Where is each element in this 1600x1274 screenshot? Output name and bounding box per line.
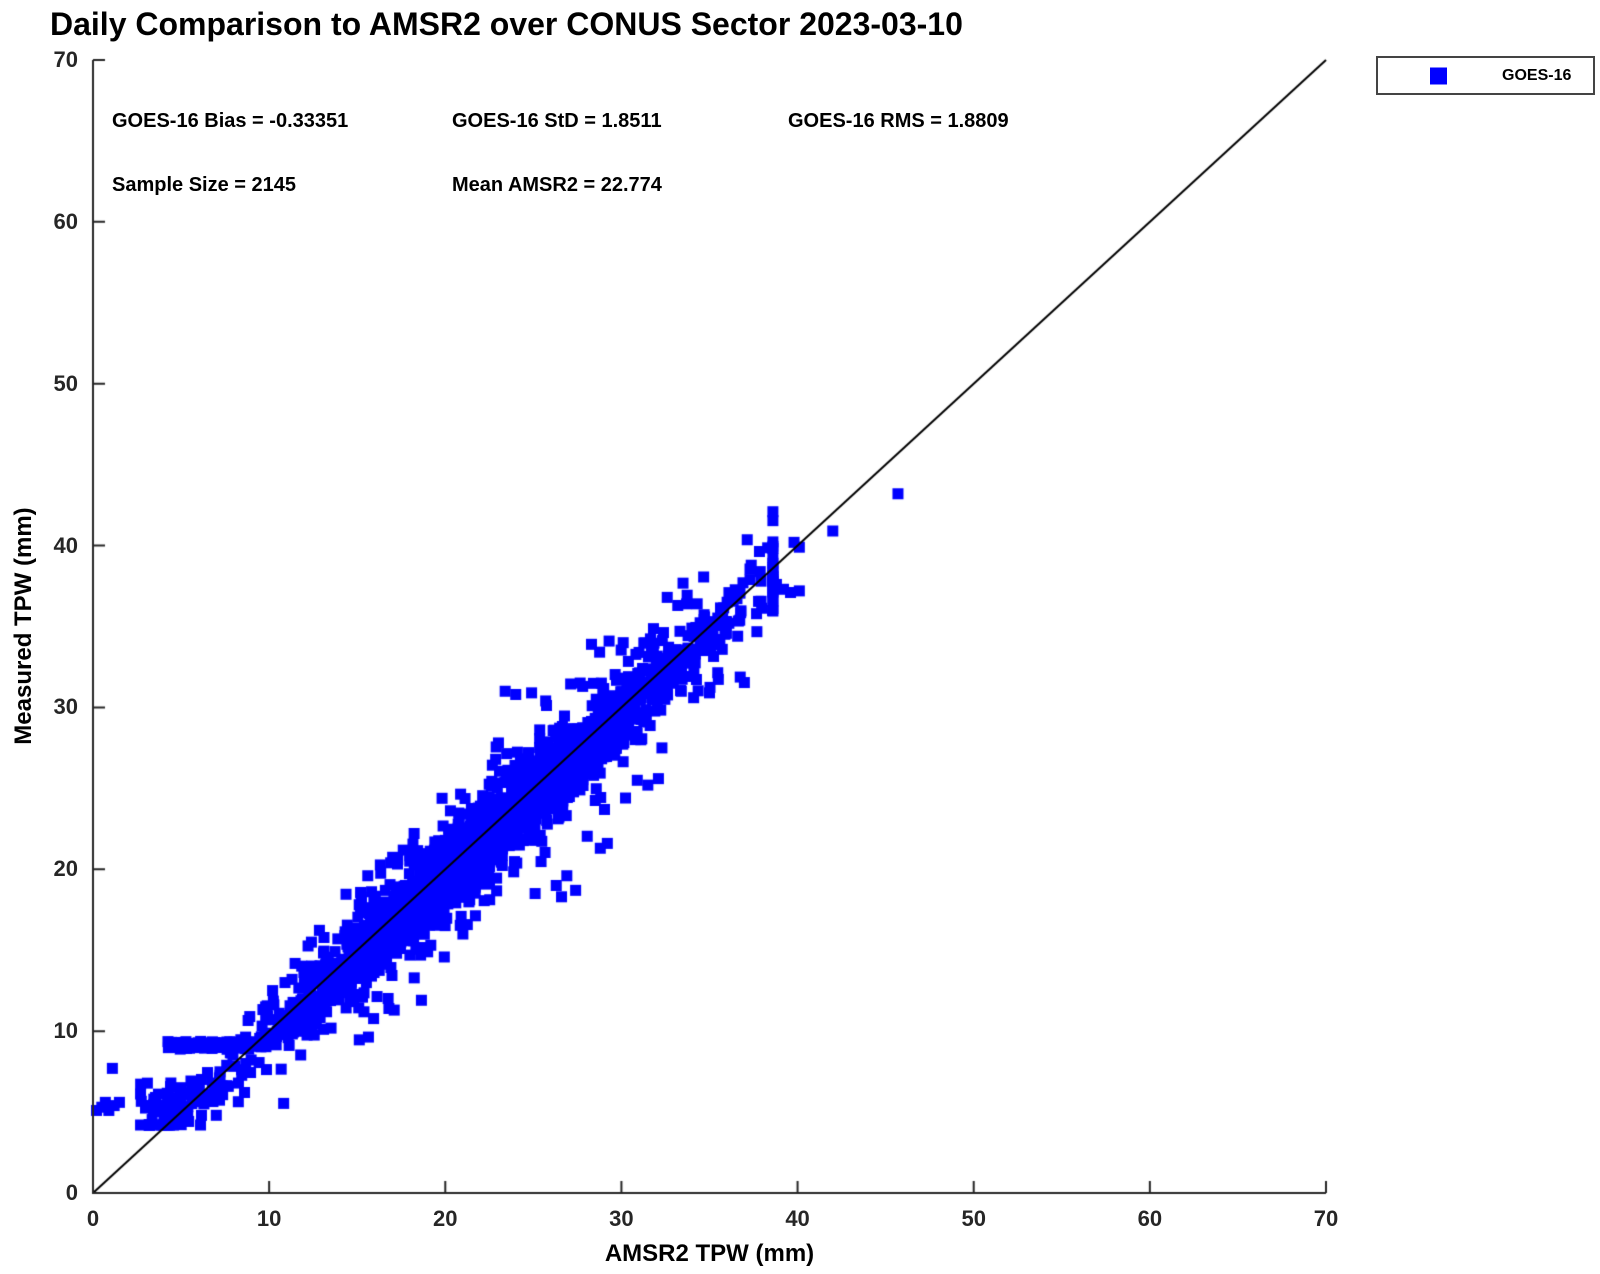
- x-tick-label: 0: [86, 1206, 100, 1231]
- legend: GOES-16: [1376, 56, 1595, 95]
- legend-label: GOES-16: [1502, 66, 1572, 84]
- stat-std: GOES-16 StD = 1.8511: [452, 110, 662, 132]
- x-tick-label: 50: [961, 1206, 986, 1231]
- y-tick-label: 10: [53, 1018, 78, 1044]
- y-tick-label: 20: [53, 856, 78, 882]
- stat-rms: GOES-16 RMS = 1.8809: [788, 110, 1009, 132]
- legend-marker-square-icon: [1430, 67, 1447, 84]
- stat-bias: GOES-16 Bias = -0.33351: [112, 110, 349, 132]
- x-tick-label: 60: [1137, 1206, 1163, 1231]
- y-tick-label: 60: [53, 208, 78, 234]
- stat-mean-amsr2: Mean AMSR2 = 22.774: [452, 174, 662, 196]
- chart-title: Daily Comparison to AMSR2 over CONUS Sec…: [50, 6, 963, 42]
- x-axis-label: AMSR2 TPW (mm): [604, 1240, 815, 1267]
- x-tick-label: 30: [609, 1206, 634, 1231]
- y-axis-label: Measured TPW (mm): [10, 507, 37, 745]
- y-tick-label: 30: [53, 694, 78, 720]
- y-tick-label: 70: [53, 47, 78, 72]
- x-tick-label: 20: [433, 1206, 458, 1231]
- y-tick-label: 40: [53, 532, 78, 558]
- x-tick-label: 10: [256, 1206, 282, 1231]
- x-tick-label: 40: [785, 1206, 810, 1231]
- x-tick-label: 70: [1313, 1206, 1339, 1231]
- y-tick-label: 0: [65, 1180, 78, 1205]
- y-tick-label: 50: [53, 370, 78, 396]
- stat-sample-size: Sample Size = 2145: [112, 174, 297, 196]
